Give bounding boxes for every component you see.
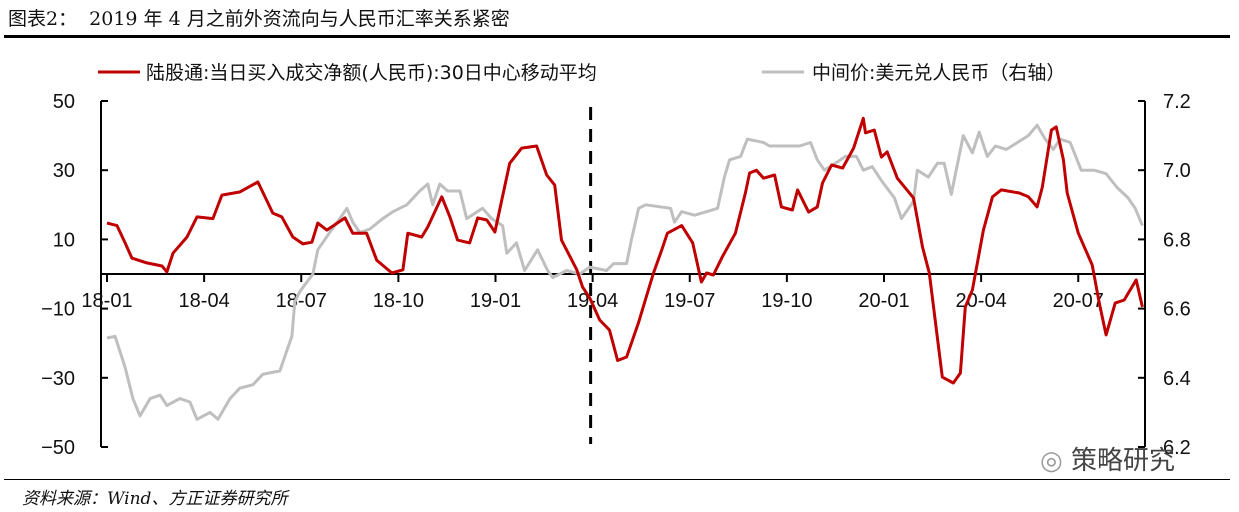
legend-label-northbound: 陆股通:当日买入成交净额(人民币):30日中心移动平均 xyxy=(146,62,597,84)
left-y-tick-label: −30 xyxy=(41,368,75,390)
x-tick-label: 20-01 xyxy=(858,290,909,312)
figure-title: 图表2： 2019 年 4 月之前外资流向与人民币汇率关系紧密 xyxy=(8,8,510,30)
right-y-tick-label: 6.4 xyxy=(1163,368,1191,390)
right-y-tick-label: 7.2 xyxy=(1163,91,1191,113)
x-tick-label: 18-01 xyxy=(81,290,132,312)
watermark: ◎ 策略研究 xyxy=(1040,440,1175,477)
right-y-tick-label: 7.0 xyxy=(1163,160,1191,182)
left-y-tick-label: 50 xyxy=(53,91,75,113)
source-note: 资料来源：Wind、方正证券研究所 xyxy=(22,489,288,509)
wechat-icon: ◎ xyxy=(1040,446,1071,476)
watermark-text: 策略研究 xyxy=(1070,446,1175,476)
title-divider xyxy=(4,35,1230,38)
right-y-tick-label: 6.8 xyxy=(1163,229,1191,251)
x-tick-label: 18-07 xyxy=(276,290,327,312)
x-tick-label: 20-04 xyxy=(956,290,1007,312)
source-divider xyxy=(4,479,1230,480)
right-y-tick-label: 6.2 xyxy=(1163,437,1191,459)
usdcny-series-line xyxy=(106,123,1144,421)
right-y-tick-label: 6.6 xyxy=(1163,299,1191,321)
left-y-tick-label: −10 xyxy=(41,299,75,321)
x-tick-label: 19-10 xyxy=(761,290,812,312)
x-tick-label: 20-07 xyxy=(1053,290,1104,312)
legend-label-usdcny: 中间价:美元兑人民币（右轴） xyxy=(812,62,1065,84)
legend: 陆股通:当日买入成交净额(人民币):30日中心移动平均 中间价:美元兑人民币（右… xyxy=(98,62,1065,84)
left-y-tick-label: −50 xyxy=(41,437,75,459)
left-y-tick-label: 30 xyxy=(53,160,75,182)
northbound-series-line xyxy=(106,116,1144,385)
x-tick-label: 18-04 xyxy=(179,290,230,312)
x-tick-label: 18-10 xyxy=(373,290,424,312)
x-tick-label: 19-07 xyxy=(664,290,715,312)
left-y-tick-label: 10 xyxy=(53,229,75,251)
x-tick-label: 19-01 xyxy=(470,290,521,312)
